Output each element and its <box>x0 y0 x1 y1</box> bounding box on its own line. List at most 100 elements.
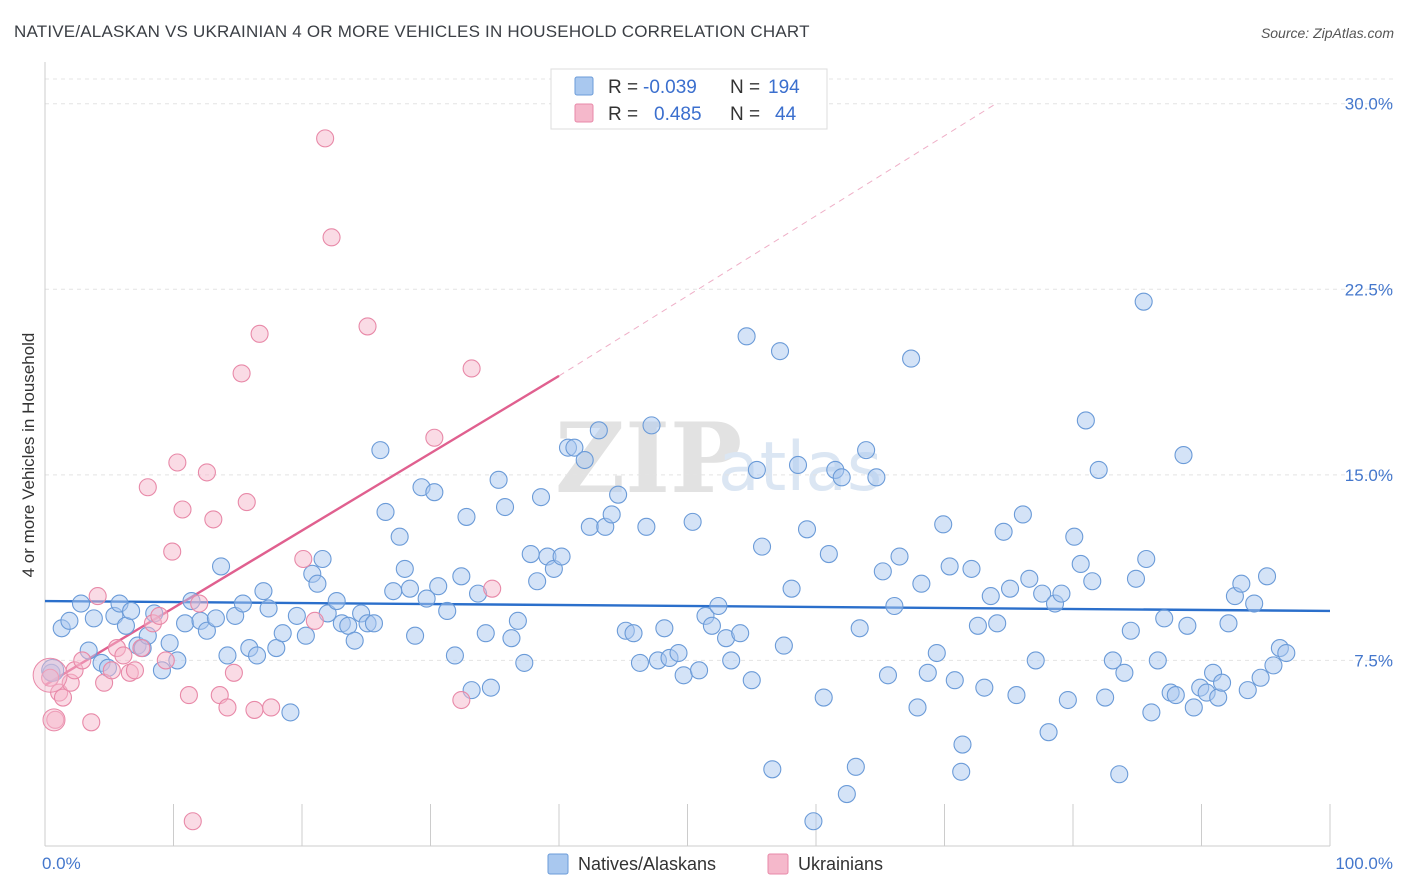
data-point <box>690 661 709 680</box>
data-point <box>722 651 741 670</box>
data-point <box>1219 614 1238 633</box>
data-point <box>934 515 953 534</box>
y-axis-label: 4 or more Vehicles in Household <box>19 333 38 578</box>
data-point <box>819 544 838 564</box>
data-point <box>313 549 332 569</box>
y-tick-label: 15.0% <box>1345 466 1393 485</box>
data-point <box>168 453 187 472</box>
data-point <box>1121 621 1140 640</box>
data-point <box>797 520 817 539</box>
data-point <box>345 631 364 650</box>
data-point <box>857 441 876 460</box>
data-point <box>1257 567 1277 586</box>
data-point <box>867 468 886 487</box>
data-point <box>702 616 721 635</box>
data-point <box>287 606 306 625</box>
y-tick-label: 22.5% <box>1345 280 1393 299</box>
data-point <box>1174 446 1193 465</box>
data-point <box>624 624 643 643</box>
legend-n-label-1: N = <box>730 77 760 98</box>
bottom-legend-label-ukrainians: Ukrainians <box>798 854 883 874</box>
chart-title: NATIVE/ALASKAN VS UKRAINIAN 4 OR MORE VE… <box>14 22 810 41</box>
data-point <box>737 327 756 346</box>
data-point <box>481 678 500 697</box>
data-point <box>953 735 972 754</box>
data-point <box>1071 554 1090 573</box>
data-point <box>114 646 133 665</box>
data-point <box>912 574 931 593</box>
data-point <box>150 606 169 625</box>
data-point <box>850 619 869 638</box>
data-point <box>508 611 527 630</box>
data-point <box>642 416 661 435</box>
x-tick-label-min: 0.0% <box>42 854 81 873</box>
data-point <box>41 668 60 687</box>
data-point <box>84 609 103 628</box>
bottom-legend: Natives/Alaskans Ukrainians <box>547 853 883 875</box>
data-point <box>918 663 937 682</box>
data-point <box>1033 584 1052 603</box>
data-point <box>156 651 175 670</box>
bottom-legend-swatch-blue <box>547 853 569 875</box>
y-tick-label: 7.5% <box>1354 651 1393 670</box>
data-point <box>902 349 921 368</box>
data-point <box>742 671 761 690</box>
data-point <box>1134 292 1153 311</box>
data-point <box>237 493 256 512</box>
data-point <box>630 653 650 672</box>
data-point <box>1232 574 1251 593</box>
data-point <box>247 646 267 665</box>
data-point <box>364 614 384 633</box>
legend-n-value-2: 44 <box>775 104 797 125</box>
data-point <box>1110 765 1129 784</box>
data-point <box>502 629 521 648</box>
legend-r-label-1: R = <box>608 77 638 98</box>
data-point <box>173 500 192 519</box>
data-point <box>417 589 436 608</box>
data-point <box>197 621 216 640</box>
data-point <box>190 594 209 613</box>
data-point <box>163 542 182 561</box>
data-point <box>804 812 823 831</box>
data-point <box>945 671 964 690</box>
legend-r-value-1: -0.039 <box>643 77 697 98</box>
trend-line-ukrainians-extension <box>558 103 997 377</box>
data-point <box>709 596 728 616</box>
legend-n-label-2: N = <box>730 104 760 125</box>
data-point <box>637 517 656 536</box>
data-point <box>770 342 790 361</box>
data-point <box>1020 569 1039 588</box>
data-point <box>1251 668 1270 687</box>
data-point <box>316 129 335 148</box>
trend-line-ukrainians <box>44 374 560 687</box>
data-point <box>495 497 515 517</box>
data-point <box>457 507 476 526</box>
data-point <box>731 624 750 643</box>
data-point <box>262 698 281 717</box>
data-point <box>376 502 395 522</box>
legend-swatch-pink <box>574 103 594 123</box>
x-tick-label-max: 100.0% <box>1335 854 1393 873</box>
data-point <box>281 703 300 722</box>
data-point <box>968 616 987 635</box>
data-point <box>400 579 419 598</box>
data-point <box>565 438 584 457</box>
data-point <box>132 639 151 658</box>
data-point <box>1209 688 1228 707</box>
data-point <box>1184 698 1203 717</box>
data-point <box>224 663 243 682</box>
data-point <box>445 646 464 665</box>
data-point <box>988 614 1007 633</box>
data-point <box>908 698 927 717</box>
data-point <box>160 634 179 653</box>
data-point <box>1026 651 1045 670</box>
data-point <box>483 579 502 598</box>
data-point <box>1178 616 1197 635</box>
data-point <box>1000 579 1020 598</box>
data-point <box>438 601 457 621</box>
data-point <box>1052 584 1071 603</box>
data-point <box>1155 609 1174 628</box>
data-point <box>1007 686 1026 705</box>
data-point <box>873 562 892 581</box>
